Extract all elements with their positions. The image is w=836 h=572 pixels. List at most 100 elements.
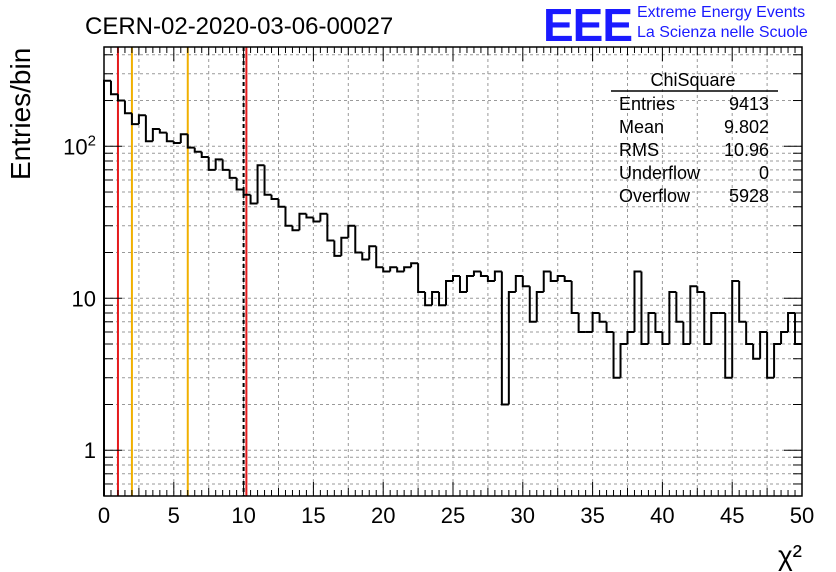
x-tick-label: 10	[231, 503, 255, 528]
histogram-bin	[312, 217, 321, 223]
histogram-bin	[647, 311, 656, 345]
histogram-bin	[109, 80, 118, 96]
histogram-bin	[263, 165, 272, 196]
x-tick-label: 20	[371, 503, 395, 528]
x-tick-label: 30	[511, 503, 535, 528]
logo-line-1: Extreme Energy Events	[637, 4, 806, 21]
histogram-bin	[675, 291, 684, 323]
histogram-bin	[500, 271, 509, 406]
histogram-bin	[235, 177, 244, 191]
histogram-bin	[486, 276, 495, 282]
histogram-bin	[277, 198, 286, 208]
histogram-bin	[682, 321, 691, 346]
histogram-bin	[752, 344, 761, 360]
histogram-bin	[773, 343, 782, 378]
histogram-bin	[305, 213, 314, 219]
histogram-bin	[507, 290, 516, 405]
histogram-bin	[458, 276, 467, 293]
histogram-bin	[389, 266, 398, 272]
histogram-bin	[689, 285, 698, 345]
histogram-bin	[424, 291, 433, 307]
histogram-bin	[270, 194, 279, 200]
x-tick-label: 50	[790, 503, 814, 528]
histogram-bin	[193, 147, 202, 153]
histogram-bin	[144, 115, 153, 143]
histogram-bin	[116, 94, 125, 102]
x-tick-labels: 0 5 10 15 20 25 30 35 40 45 50	[98, 503, 814, 528]
x-tick-label: 40	[650, 503, 674, 528]
histogram-bin	[731, 279, 740, 378]
stats-value: 0	[759, 163, 769, 183]
histogram-bin	[375, 246, 384, 269]
histogram-bin	[103, 79, 111, 496]
histogram-bin	[326, 213, 335, 242]
histogram-bin	[298, 212, 307, 231]
histogram-bin	[619, 343, 628, 378]
histogram-bin	[256, 164, 265, 204]
histogram-bin	[319, 212, 328, 222]
histogram-bin	[417, 263, 426, 293]
y-tick-label: 1	[84, 438, 96, 463]
stats-title: ChiSquare	[650, 70, 735, 90]
histogram-bin	[410, 262, 419, 268]
histogram-bin	[249, 194, 258, 205]
histogram-bin	[242, 189, 251, 196]
histogram-bin	[403, 266, 412, 272]
histogram-bin	[200, 151, 209, 159]
histogram-bin	[221, 159, 230, 171]
histogram-bin	[605, 321, 614, 333]
histogram-bin	[654, 312, 663, 333]
histogram-bin	[710, 311, 719, 345]
histogram-bin	[661, 331, 670, 346]
histogram-bin	[598, 312, 607, 323]
histogram-bin	[207, 157, 216, 171]
histogram-bin	[368, 245, 377, 260]
histogram-bin	[347, 224, 356, 238]
histogram-bin	[465, 275, 474, 292]
histogram-bin	[577, 312, 586, 333]
x-tick-label: 15	[301, 503, 325, 528]
stats-box: ChiSquare Entries 9413 Mean 9.802 RMS 10.96 Un…	[611, 70, 778, 206]
histogram-bin	[382, 267, 391, 273]
histogram-bin	[333, 240, 342, 257]
x-tick-label: 25	[441, 503, 465, 528]
y-tick-label: 102	[63, 132, 96, 159]
histogram-bin	[787, 311, 796, 332]
stats-value: 9.802	[724, 117, 769, 137]
x-tick-label: 35	[580, 503, 604, 528]
histogram-bin	[640, 271, 649, 346]
histogram-bin	[130, 113, 139, 126]
stats-label: Underflow	[619, 163, 701, 183]
histogram-bin	[151, 127, 160, 142]
histogram-bin	[214, 158, 223, 170]
histogram-series	[103, 79, 802, 496]
eee-logo: EEE	[543, 0, 633, 51]
stats-label: Entries	[619, 94, 675, 114]
histogram-bin	[179, 133, 188, 144]
stats-value: 10.96	[724, 140, 769, 160]
histogram-bin	[626, 330, 635, 345]
histogram-bin	[493, 270, 502, 281]
histogram-bin	[445, 279, 453, 306]
histogram-bin	[284, 206, 293, 227]
reference-lines	[116, 47, 248, 496]
histogram-bin	[794, 312, 802, 346]
histogram-bin	[340, 236, 349, 256]
y-tick-labels: 1 10 102	[63, 132, 96, 463]
histogram-bin	[542, 270, 551, 292]
histogram-bin	[612, 331, 621, 379]
histogram-bin	[452, 275, 460, 281]
histogram-bin	[633, 270, 642, 332]
histogram-bin	[472, 270, 481, 277]
histogram-bin	[354, 225, 363, 254]
histogram-bin	[186, 134, 195, 149]
stats-label: Mean	[619, 117, 664, 137]
histogram-bin	[165, 132, 174, 143]
histogram-bin	[759, 330, 768, 359]
histogram-bin	[438, 291, 447, 307]
x-tick-label: 0	[98, 503, 110, 528]
axis-ticks	[103, 47, 803, 496]
histogram-bin	[535, 290, 544, 322]
histogram-bin	[479, 271, 488, 278]
histogram-bin	[549, 271, 558, 282]
